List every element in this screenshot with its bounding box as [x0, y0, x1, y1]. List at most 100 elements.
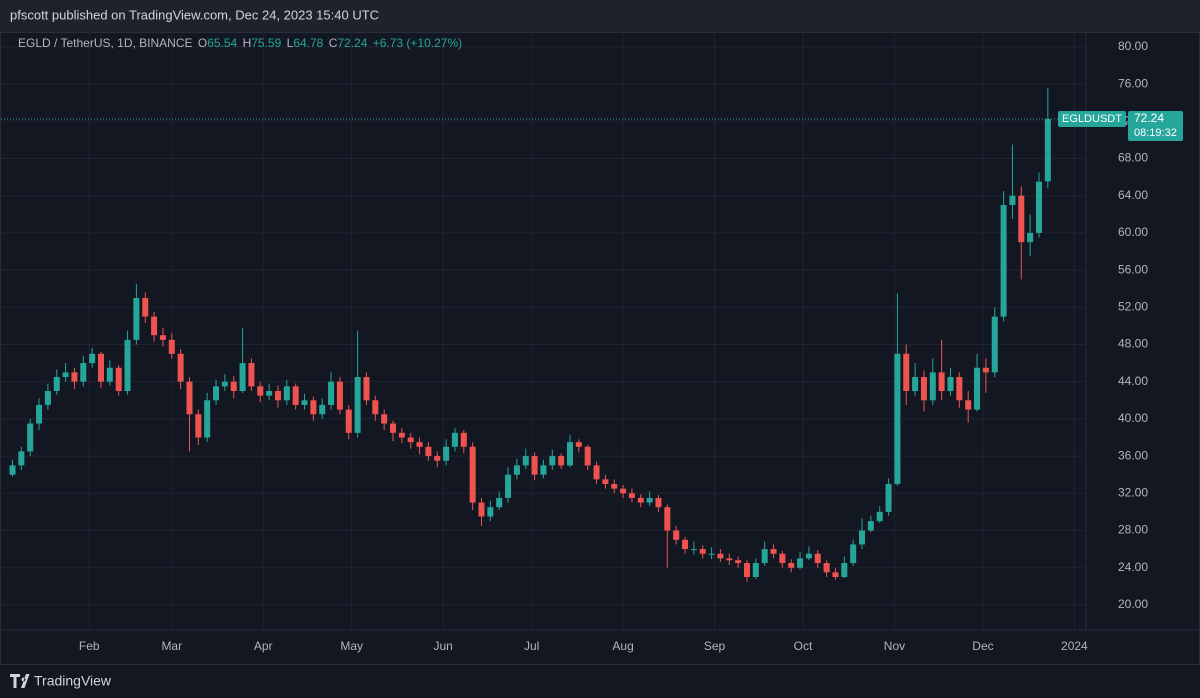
candle-body [885, 483, 892, 512]
candle-body [531, 456, 538, 475]
candle-body [947, 377, 954, 391]
candle-body [398, 432, 405, 438]
candle-body [743, 563, 750, 577]
candle-body [894, 353, 901, 484]
y-tick-label: 40.00 [1118, 411, 1148, 425]
candle-body [27, 423, 34, 452]
candle-body [18, 451, 25, 466]
y-tick-label: 52.00 [1118, 299, 1148, 313]
candle-body [292, 386, 299, 405]
candle-body [682, 539, 689, 550]
candle-body [434, 456, 441, 461]
y-tick-label: 56.00 [1118, 262, 1148, 276]
candle-body [593, 465, 600, 480]
y-tick-label: 68.00 [1118, 151, 1148, 165]
candle-body [752, 563, 759, 577]
candle-body [920, 377, 927, 401]
candle-body [708, 553, 715, 555]
candle-body [310, 400, 317, 415]
y-tick-label: 76.00 [1118, 76, 1148, 90]
candle-body [36, 404, 43, 424]
countdown-label: 08:19:32 [1134, 127, 1177, 139]
candle-body [168, 339, 175, 354]
candle-body [354, 377, 361, 433]
candle-body [115, 367, 122, 391]
candle-body [195, 414, 202, 438]
candle-body [858, 530, 866, 545]
candle-body [124, 339, 131, 391]
candle-body [97, 353, 105, 382]
candle-body [850, 544, 857, 564]
candle-body [956, 377, 963, 401]
candle-body [761, 549, 768, 564]
candle-body [1044, 119, 1051, 182]
candle-body [655, 497, 662, 508]
candle-body [257, 386, 264, 396]
candle-body [965, 400, 972, 410]
legend-label: O [198, 36, 207, 50]
candle-body [248, 363, 255, 387]
candle-body [584, 446, 591, 466]
legend-change: +6.73 (+10.27%) [373, 36, 462, 50]
candle-body [213, 386, 220, 401]
candle-body [779, 553, 786, 564]
y-tick-label: 36.00 [1118, 448, 1148, 462]
candle-body [80, 363, 87, 382]
candle-body [575, 442, 582, 447]
candle-body [1000, 204, 1007, 317]
candle-body [106, 367, 113, 382]
candle-body [673, 530, 680, 540]
candle-body [620, 488, 627, 494]
candle-body [938, 372, 945, 391]
candle-body [558, 456, 565, 466]
candle-body [71, 372, 78, 382]
candle-body [690, 549, 697, 551]
x-tick-label: 2024 [1061, 639, 1088, 653]
ticker-label: EGLDUSDT [1062, 113, 1122, 125]
candle-body [699, 549, 706, 554]
y-tick-label: 48.00 [1118, 337, 1148, 351]
y-tick-label: 44.00 [1118, 374, 1148, 388]
legend-open: 65.54 [207, 36, 237, 50]
candle-body [805, 553, 812, 559]
candle-body [407, 437, 414, 443]
candle-body [974, 367, 981, 410]
candle-body [133, 297, 140, 340]
candle-body [664, 507, 671, 531]
candle-body [496, 497, 503, 508]
y-tick-label: 20.00 [1118, 597, 1148, 611]
legend-low: 64.78 [293, 36, 323, 50]
candle-body [266, 390, 273, 396]
candle-body [416, 442, 423, 447]
legend-symbol: EGLD / TetherUS, 1D, BINANCE [18, 36, 193, 50]
candle-body [44, 390, 51, 405]
x-tick-label: May [340, 639, 363, 653]
candle-body [1027, 232, 1034, 243]
candle-body [151, 316, 158, 336]
footer-logo [10, 674, 30, 688]
footer-text: TradingView [34, 673, 112, 689]
candle-body [9, 465, 16, 475]
legend-label: C [329, 36, 338, 50]
candle-body [602, 479, 609, 484]
candle-body [912, 377, 919, 391]
candle-body [814, 553, 821, 564]
x-tick-label: Feb [79, 639, 100, 653]
candle-body [982, 367, 989, 373]
candle-body [274, 390, 281, 401]
ticker-tag [1058, 111, 1126, 128]
header-bar [0, 0, 1200, 32]
candle-body [991, 316, 998, 373]
x-tick-label: Aug [612, 639, 633, 653]
candle-body [443, 446, 450, 461]
candle-body [717, 553, 724, 559]
candle-body [204, 400, 211, 438]
x-tick-label: Dec [972, 639, 993, 653]
candle-body [53, 377, 60, 391]
candle-body [372, 400, 379, 415]
candle-body [646, 497, 653, 503]
candle-body [283, 386, 290, 401]
candle-body [89, 353, 96, 364]
x-tick-label: Oct [794, 639, 813, 653]
